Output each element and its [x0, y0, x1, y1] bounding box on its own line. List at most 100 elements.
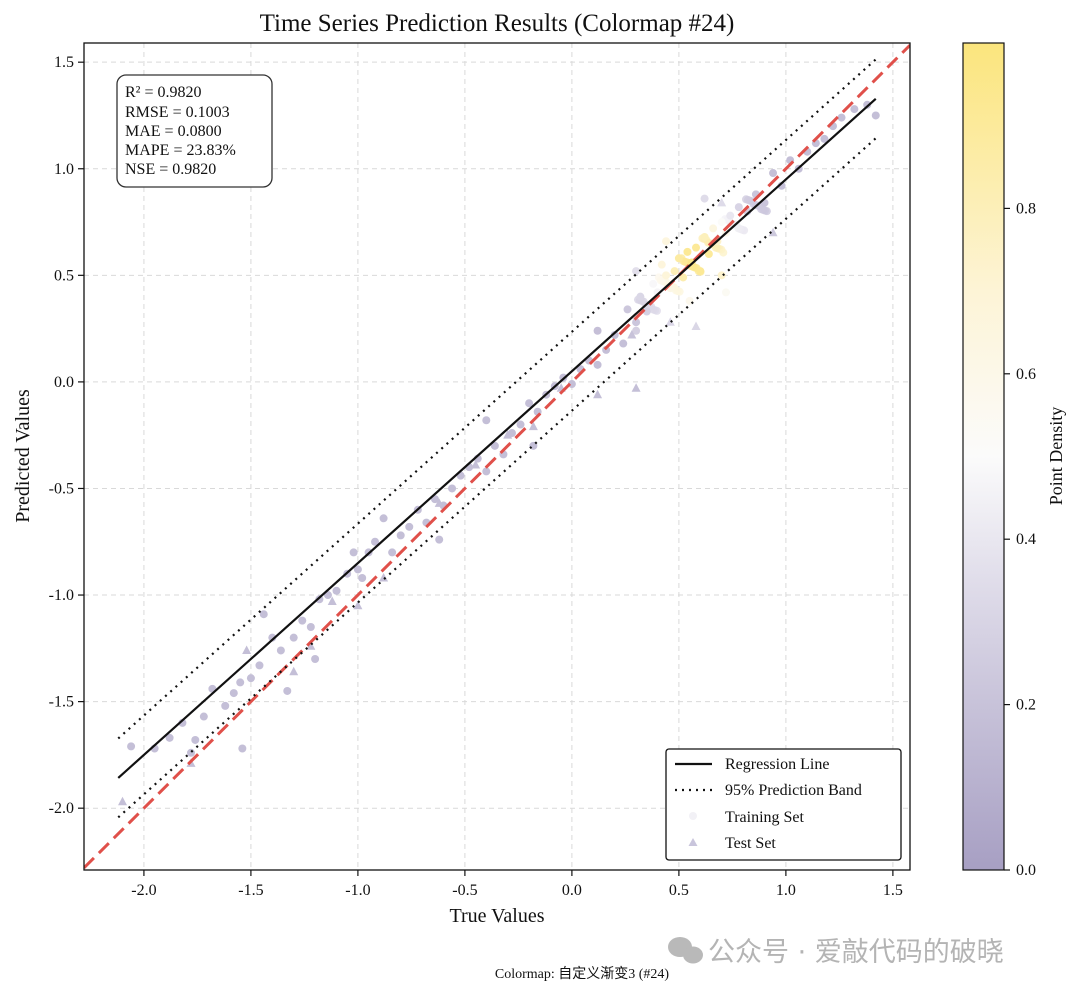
- stat-r2: R² = 0.9820: [125, 84, 202, 101]
- prediction-band-upper: [117, 58, 877, 740]
- test-point: [327, 596, 337, 605]
- colorbar-label: Point Density: [1046, 407, 1066, 506]
- training-point: [358, 573, 367, 582]
- test-point: [768, 227, 778, 237]
- training-point: [255, 661, 264, 670]
- training-point: [662, 237, 671, 246]
- training-point: [863, 100, 872, 109]
- stat-rmse: RMSE = 0.1003: [125, 104, 230, 121]
- training-point: [396, 531, 405, 540]
- training-point: [871, 111, 880, 120]
- test-point: [503, 430, 513, 439]
- training-point: [632, 267, 641, 276]
- test-point: [593, 389, 603, 399]
- y-tick-label: 0.5: [54, 267, 74, 284]
- training-point: [221, 701, 230, 710]
- training-point: [191, 735, 200, 744]
- training-point: [649, 305, 658, 314]
- training-point: [388, 548, 397, 557]
- training-point: [229, 689, 238, 698]
- colorbar: 0.0 0.2 0.4 0.6 0.8 Point Density: [962, 42, 1066, 879]
- training-point: [379, 514, 388, 523]
- training-point: [734, 203, 743, 212]
- legend-test-label: Test Set: [725, 835, 776, 852]
- training-point: [127, 742, 136, 751]
- training-point: [717, 218, 726, 227]
- y-axis-label: Predicted Values: [12, 389, 34, 523]
- wechat-icon: [668, 937, 703, 964]
- training-point: [593, 360, 602, 369]
- training-point: [692, 243, 701, 252]
- watermark-text: 公众号 · 爱敲代码的破晓: [708, 937, 1004, 968]
- y-tick-label: -0.5: [49, 480, 74, 497]
- training-point: [516, 420, 525, 429]
- training-point: [332, 586, 341, 595]
- test-point: [717, 197, 727, 207]
- identity-line: [84, 44, 910, 869]
- y-tick-label: 1.5: [54, 54, 74, 71]
- test-point: [627, 330, 637, 339]
- training-point: [311, 654, 320, 663]
- y-tick-label: 1.0: [54, 161, 74, 178]
- stat-mae: MAE = 0.0800: [125, 123, 222, 140]
- test-point: [353, 600, 363, 610]
- training-point: [435, 535, 444, 544]
- x-tick-label: 1.0: [776, 882, 796, 899]
- colorbar-tick-label: 0.8: [1016, 200, 1036, 217]
- training-point: [711, 243, 720, 252]
- footer-caption: Colormap: 自定义渐变3 (#24): [495, 966, 670, 982]
- test-point: [379, 572, 389, 582]
- training-point: [315, 595, 324, 604]
- training-point: [619, 339, 628, 348]
- fit-lines: [84, 44, 910, 869]
- training-point: [696, 267, 705, 276]
- legend-training-swatch: [689, 812, 697, 820]
- legend-test-swatch: [688, 838, 698, 846]
- training-point: [289, 633, 298, 642]
- legend-band-label: 95% Prediction Band: [725, 782, 862, 799]
- training-point: [721, 288, 730, 297]
- colorbar-tick-label: 0.6: [1016, 366, 1036, 383]
- x-tick-label: 1.5: [883, 882, 903, 899]
- training-point: [482, 467, 491, 476]
- training-point: [769, 169, 778, 178]
- training-point: [657, 260, 666, 269]
- training-point: [353, 565, 362, 574]
- test-point: [471, 460, 481, 469]
- training-point: [757, 205, 766, 214]
- training-point: [820, 134, 829, 143]
- training-point: [636, 292, 645, 301]
- training-point: [371, 537, 380, 546]
- test-point: [434, 498, 444, 507]
- y-tick-label: -1.5: [49, 694, 74, 711]
- training-point: [709, 224, 718, 233]
- x-tick-label: -1.5: [238, 882, 263, 899]
- training-point: [704, 250, 713, 259]
- training-point: [662, 271, 671, 280]
- chart-title: Time Series Prediction Results (Colormap…: [260, 10, 735, 37]
- training-point: [259, 610, 268, 619]
- training-point: [236, 678, 245, 687]
- training-point: [567, 380, 576, 389]
- training-point: [276, 646, 285, 655]
- x-tick-label: -0.5: [452, 882, 477, 899]
- training-point: [306, 623, 315, 632]
- training-point: [525, 399, 534, 408]
- legend-training-label: Training Set: [725, 809, 805, 826]
- stat-mape: MAPE = 23.83%: [125, 142, 236, 159]
- training-point: [593, 326, 602, 335]
- watermark: 公众号 · 爱敲代码的破晓: [668, 937, 1004, 968]
- legend-regression-label: Regression Line: [725, 756, 829, 773]
- training-point: [719, 248, 728, 257]
- legend: Regression Line 95% Prediction Band Trai…: [665, 748, 902, 861]
- training-point: [268, 633, 277, 642]
- colorbar-tick-label: 0.4: [1016, 531, 1036, 548]
- training-point: [448, 484, 457, 493]
- x-tick-label: 0.0: [562, 882, 582, 899]
- training-point: [623, 305, 632, 314]
- test-point: [118, 796, 128, 806]
- x-tick-label: 0.5: [669, 882, 689, 899]
- test-point: [242, 645, 252, 654]
- training-point: [726, 211, 735, 220]
